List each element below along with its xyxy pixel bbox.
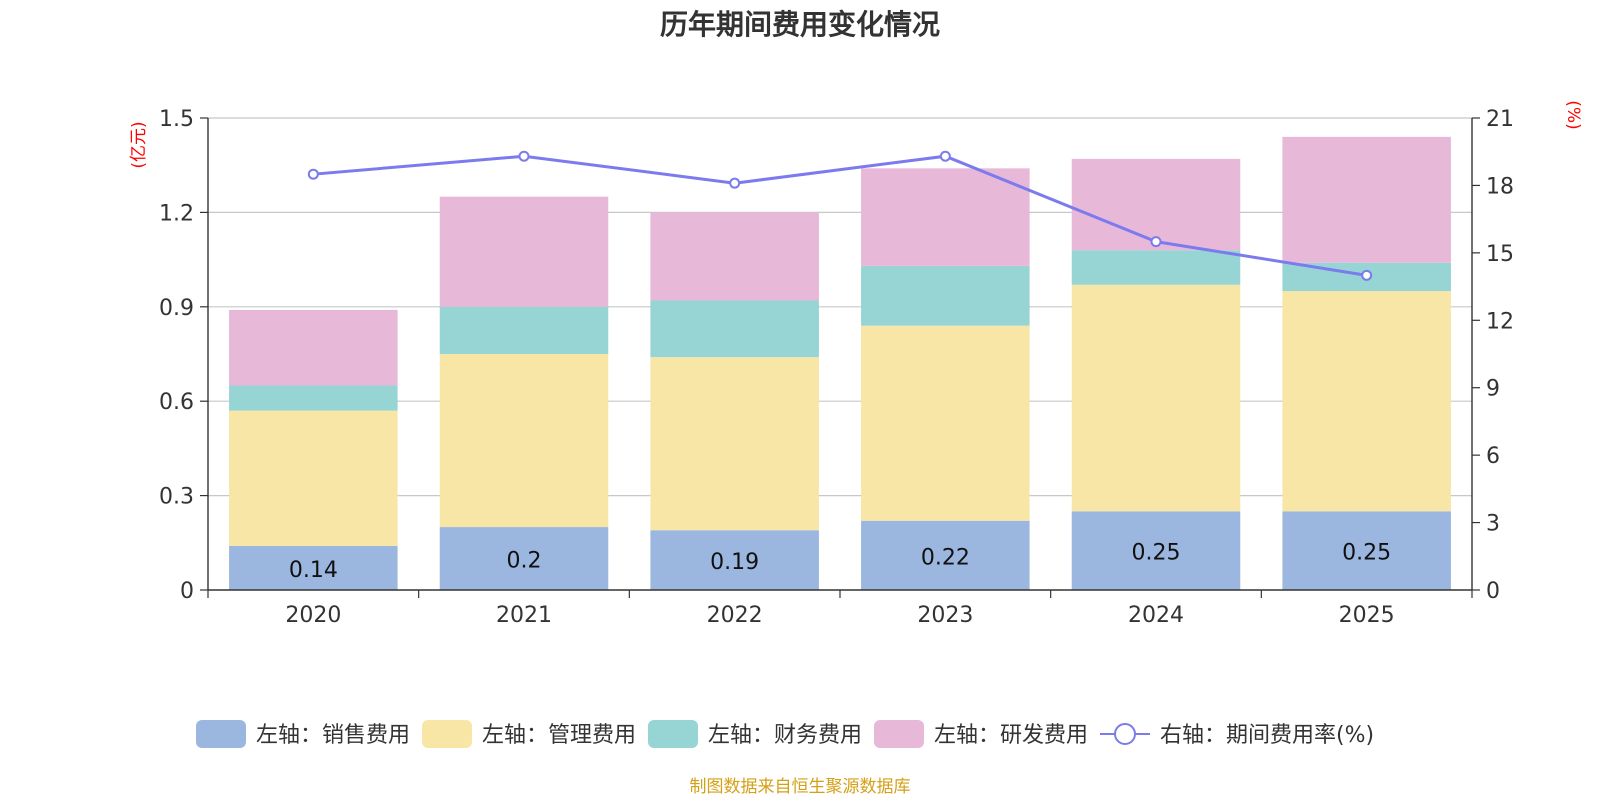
rate-point [729, 177, 741, 189]
right-axis-tick-label: 18 [1486, 174, 1514, 199]
x-axis-tick-label: 2020 [285, 603, 341, 628]
x-axis-tick-label: 2021 [496, 603, 552, 628]
right-axis-tick-label: 15 [1486, 242, 1514, 267]
bar-value-label: 0.25 [1342, 541, 1391, 566]
bar-value-label: 0.2 [507, 549, 542, 574]
bar-segment [439, 354, 609, 528]
bar-value-label: 0.22 [921, 545, 970, 570]
rate-point [307, 168, 319, 180]
legend-swatch [874, 720, 924, 748]
x-axis-tick-label: 2023 [917, 603, 973, 628]
rate-point [518, 150, 530, 162]
bar-segment [439, 527, 609, 590]
bar-segment [1071, 158, 1241, 251]
right-axis-tick-label: 0 [1486, 579, 1500, 604]
gridlines [208, 117, 1472, 497]
bar-value-label: 0.25 [1132, 541, 1181, 566]
right-axis-tick-label: 21 [1486, 107, 1514, 132]
x-axis-tick-label: 2022 [707, 603, 763, 628]
legend-label: 左轴：研发费用 [934, 723, 1088, 748]
left-axis-tick-label: 1.5 [159, 107, 194, 132]
legend-label: 左轴：财务费用 [708, 723, 862, 748]
right-axis-tick-label: 6 [1486, 444, 1500, 469]
bar-segment [861, 168, 1030, 266]
bar-segment [229, 385, 398, 411]
left-axis-tick-label: 0.3 [159, 485, 194, 510]
legend-marker [1114, 723, 1136, 745]
legend-swatch [422, 720, 472, 748]
rate-line [307, 150, 1373, 281]
bar-value-label: 0.14 [289, 558, 338, 583]
left-axis-tick-label: 0.6 [159, 390, 194, 415]
bar-segment [1071, 284, 1241, 512]
bar-segment [1071, 250, 1241, 285]
legend-swatch [196, 720, 246, 748]
chart-title: 历年期间费用变化情况 [660, 8, 940, 41]
bar-segment [861, 325, 1030, 521]
left-axis-tick-label: 0.9 [159, 296, 194, 321]
legend-label: 左轴：管理费用 [482, 723, 636, 748]
right-axis-tick-label: 12 [1486, 309, 1514, 334]
legend-label: 右轴：期间费用率(%) [1160, 723, 1374, 748]
bar-segment [229, 545, 398, 590]
bar-segment [650, 212, 819, 301]
x-axis-tick-label: 2025 [1339, 603, 1395, 628]
right-axis-unit: (%) [1563, 100, 1583, 129]
bar-segment [1071, 511, 1241, 590]
right-axis-tick-label: 3 [1486, 512, 1500, 537]
axes: 0 0.3 0.6 0.9 1.2 1.5 0 3 6 9 12 15 18 21 2020 2021 2022… [159, 107, 1514, 628]
bar-segment [1282, 136, 1451, 263]
bar-segment [229, 309, 398, 386]
x-axis-tick-label: 2024 [1128, 603, 1184, 628]
bar-segment [861, 265, 1030, 326]
bar-segment [650, 357, 819, 531]
bar-segment [439, 196, 609, 307]
legend: 左轴：销售费用 左轴：管理费用 左轴：财务费用 左轴：研发费用 右轴：期间费用率(%) [196, 720, 1374, 748]
rate-point [1150, 236, 1162, 248]
bar-segment [650, 530, 819, 590]
rate-line-path [313, 154, 1367, 277]
bar-segment [439, 306, 609, 354]
legend-label: 左轴：销售费用 [256, 723, 410, 748]
bar-segment [650, 300, 819, 358]
right-axis-tick-label: 9 [1486, 377, 1500, 402]
data-labels: 0.14 0.2 0.19 0.22 0.25 0.25 [289, 541, 1391, 583]
bars [229, 136, 1451, 590]
source-note: 制图数据来自恒生聚源数据库 [690, 777, 911, 797]
legend-swatch [648, 720, 698, 748]
rate-point [939, 150, 951, 162]
left-axis-unit: (亿元) [129, 121, 149, 168]
bar-segment [229, 410, 398, 546]
bar-segment [861, 520, 1030, 590]
rate-point [1361, 269, 1373, 281]
left-axis-tick-label: 1.2 [159, 201, 194, 226]
bar-segment [1282, 291, 1451, 512]
left-axis-tick-label: 0 [180, 579, 194, 604]
bar-segment [1282, 511, 1451, 590]
bar-value-label: 0.19 [710, 550, 759, 575]
